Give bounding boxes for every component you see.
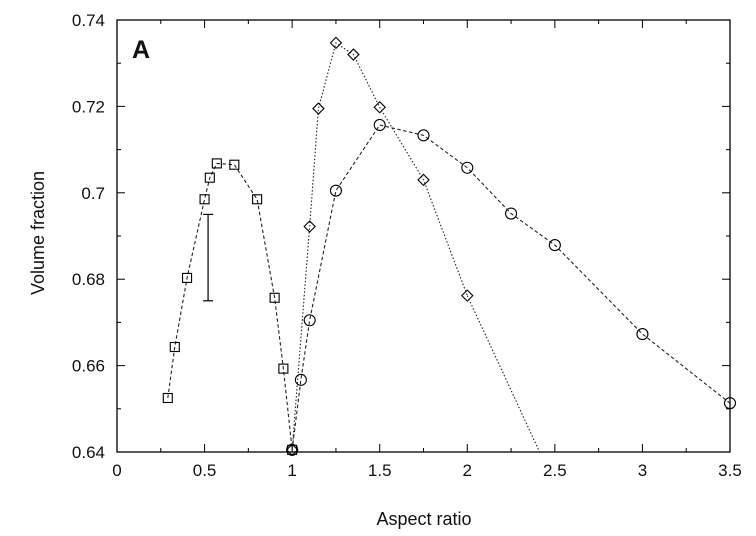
square-marker xyxy=(269,292,280,303)
x-tick-label: 3.5 xyxy=(718,461,742,480)
circle-marker xyxy=(636,328,649,341)
y-tick-label: 0.74 xyxy=(72,11,105,30)
y-tick-label: 0.72 xyxy=(72,97,105,116)
x-tick-label: 2 xyxy=(463,461,472,480)
x-tick-label: 1.5 xyxy=(368,461,392,480)
y-tick-label: 0.68 xyxy=(72,270,105,289)
square-marker xyxy=(252,194,263,205)
square-marker xyxy=(199,194,210,205)
x-axis-label: Aspect ratio xyxy=(376,509,471,529)
diamond-marker xyxy=(461,289,474,302)
x-tick-label: 1 xyxy=(287,461,296,480)
diamond-marker xyxy=(373,100,386,114)
diamond-marker xyxy=(347,48,360,61)
x-tick-label: 2.5 xyxy=(543,461,567,480)
square-marker xyxy=(169,341,180,353)
plot-area xyxy=(167,42,730,452)
circle-marker xyxy=(548,239,561,252)
circle-marker xyxy=(723,397,737,410)
square-marker xyxy=(278,363,289,374)
y-axis-label: Volume fraction xyxy=(28,171,48,295)
series-square-line xyxy=(167,162,293,450)
panel-label: A xyxy=(132,36,150,64)
y-tick-label: 0.66 xyxy=(72,357,105,376)
square-marker xyxy=(182,272,193,283)
diamond-marker xyxy=(417,173,430,187)
diamond-marker xyxy=(329,36,343,50)
y-tick-label: 0.7 xyxy=(81,184,105,203)
square-marker xyxy=(204,172,215,183)
plot-frame xyxy=(116,19,731,453)
square-marker xyxy=(162,392,173,404)
y-tick-label: 0.64 xyxy=(72,443,105,462)
diamond-marker xyxy=(303,220,316,233)
diamond-marker xyxy=(285,443,299,457)
series-circle-line xyxy=(291,124,730,450)
diamond-marker xyxy=(312,102,325,115)
series-diamond-line-extension xyxy=(466,295,541,452)
circle-marker xyxy=(373,118,386,132)
square-marker xyxy=(211,158,222,169)
series-diamond-line xyxy=(291,42,468,450)
circle-marker xyxy=(294,373,307,386)
square-marker xyxy=(229,159,240,170)
square-marker xyxy=(287,444,298,455)
circle-marker xyxy=(505,207,518,220)
x-tick-label: 0.5 xyxy=(193,461,217,480)
circle-marker xyxy=(417,129,430,142)
x-tick-label: 0 xyxy=(112,461,121,480)
circle-marker xyxy=(303,314,316,327)
x-tick-label: 3 xyxy=(638,461,647,480)
circle-marker xyxy=(329,184,342,197)
circle-marker xyxy=(461,161,474,174)
marker-layer xyxy=(162,36,737,457)
